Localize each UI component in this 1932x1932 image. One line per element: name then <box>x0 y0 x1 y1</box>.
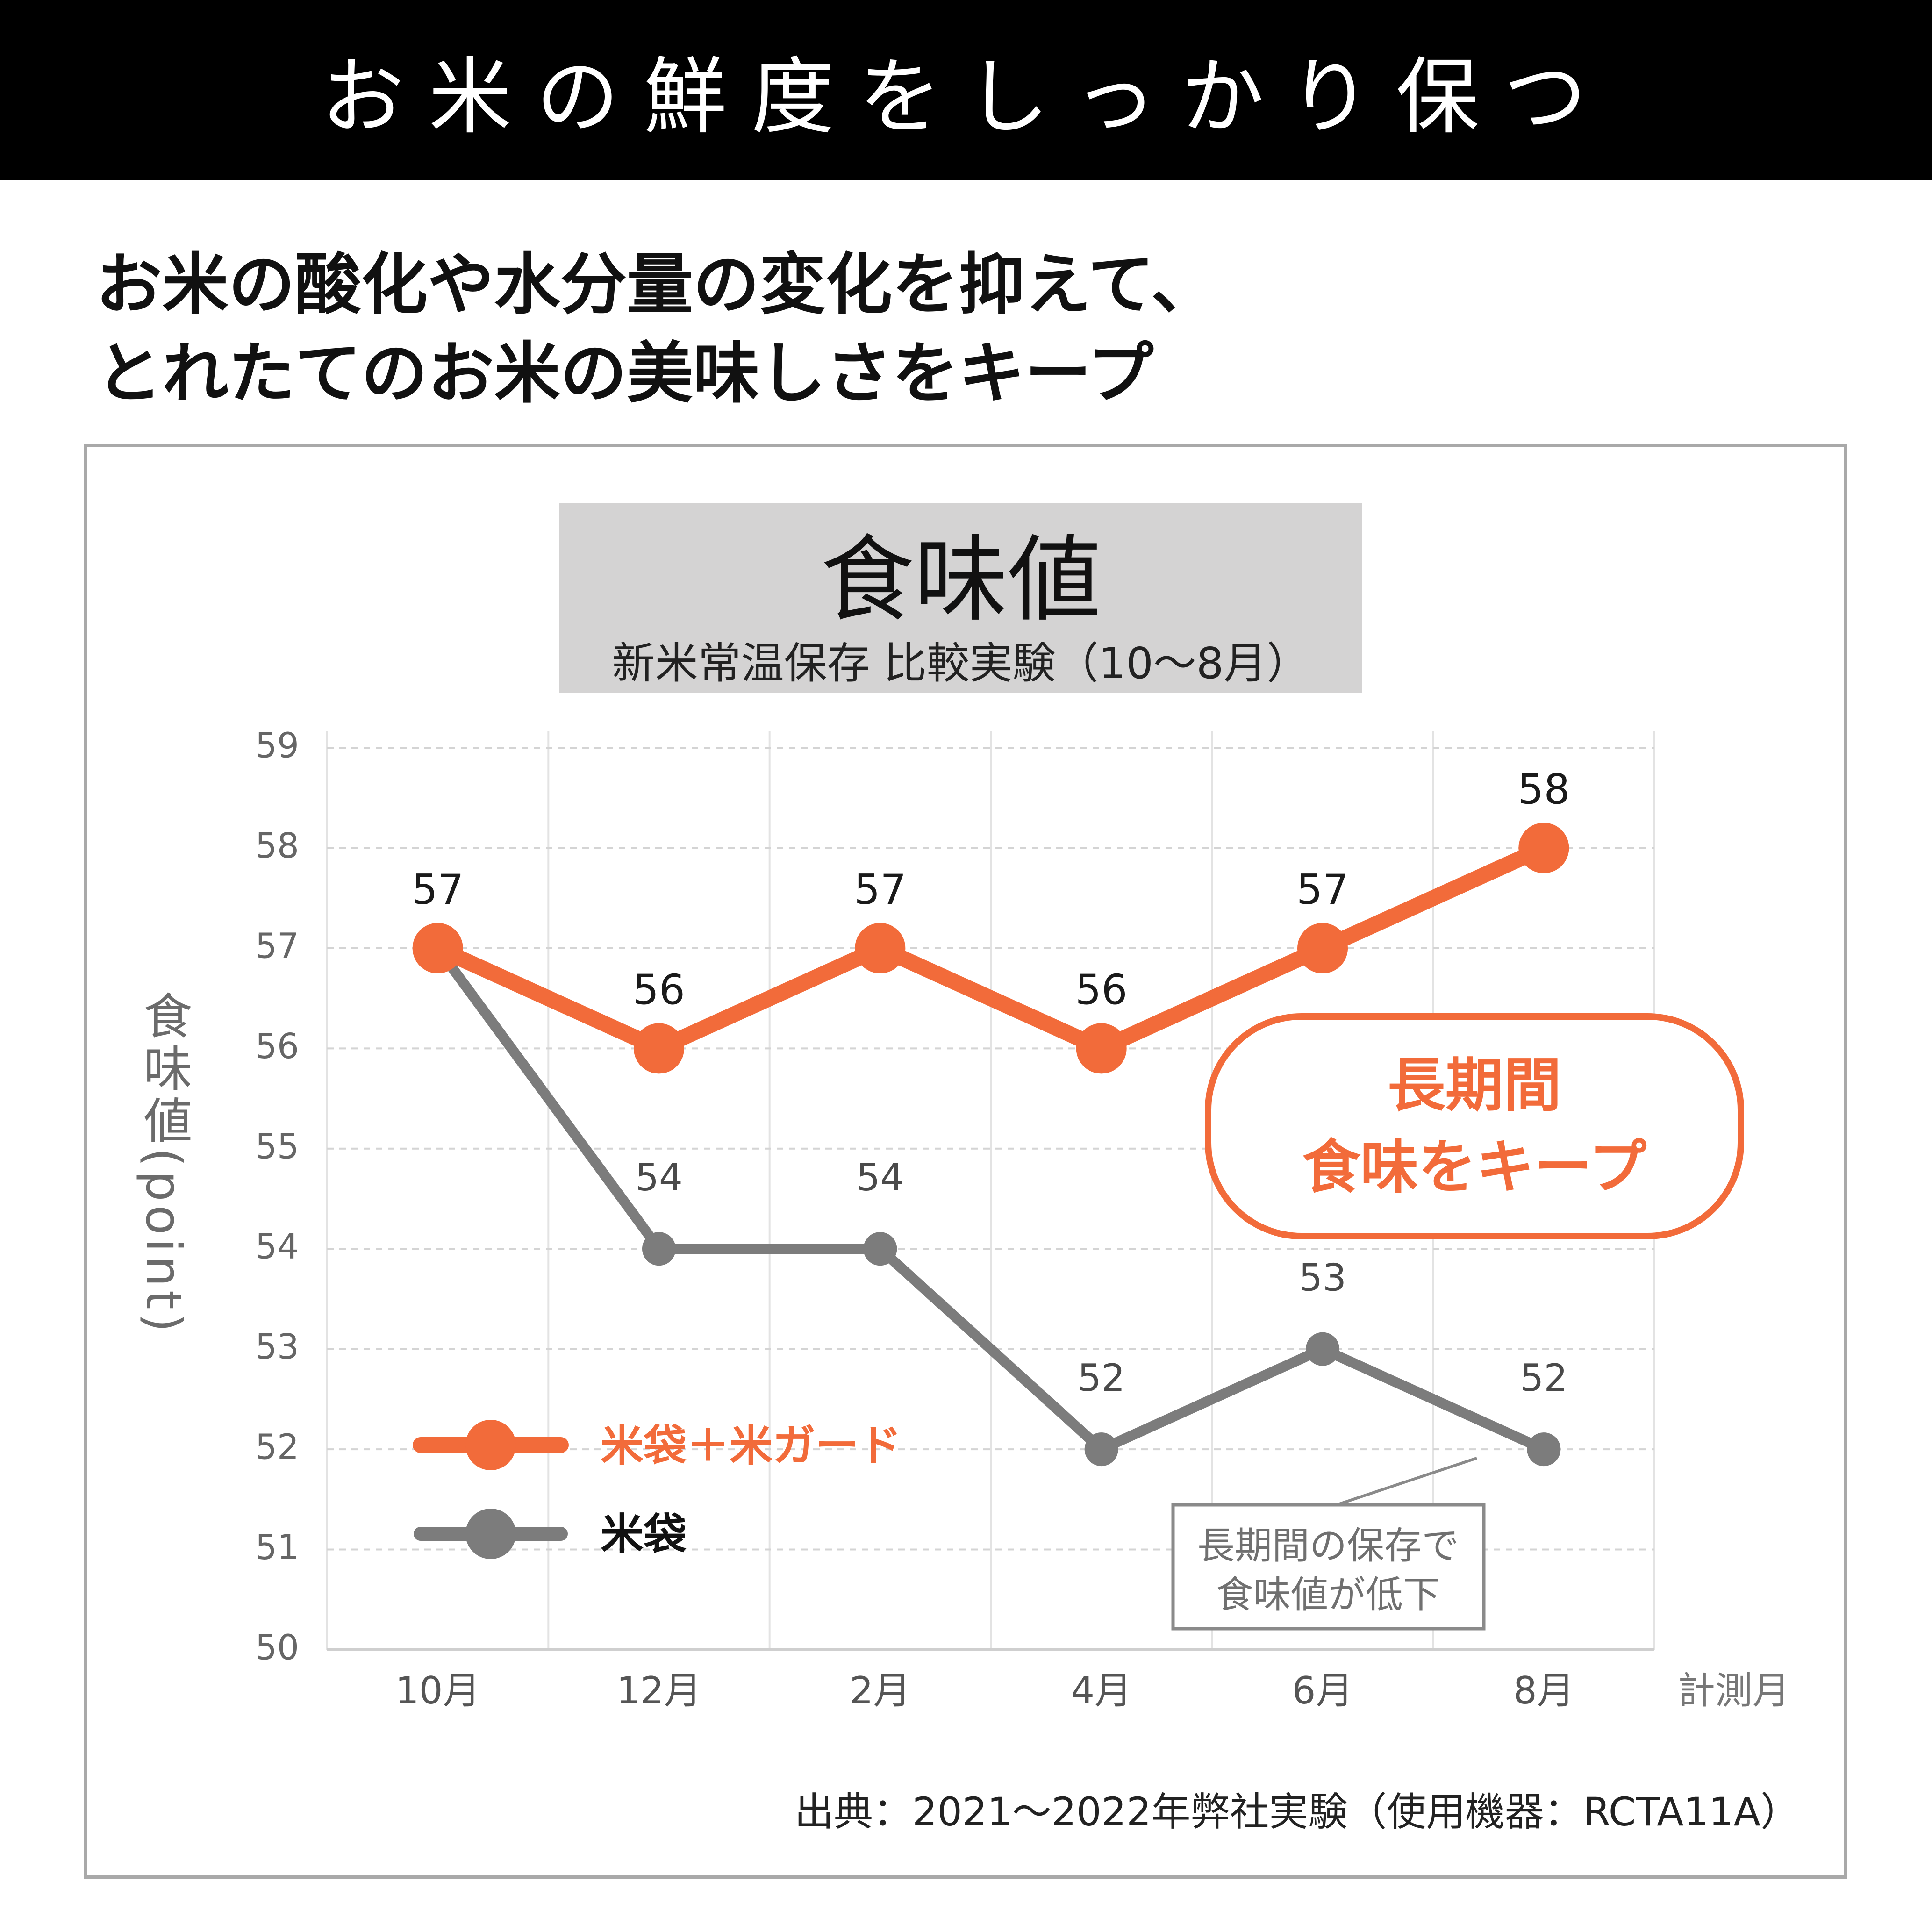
y-axis-label: 食味値(point) <box>135 991 192 1336</box>
y-tick-label: 55 <box>255 1126 299 1166</box>
point-ricebag <box>1084 1432 1118 1467</box>
point-ricebag-guard <box>1518 823 1569 873</box>
x-tick-label: 10月 <box>395 1669 480 1712</box>
chart-title: 食味値 <box>820 526 1101 635</box>
y-tick-label: 53 <box>255 1327 299 1367</box>
data-label-ricebag: 52 <box>1520 1356 1567 1400</box>
annotation-drop-line-2: 食味値が低下 <box>1216 1573 1440 1617</box>
point-ricebag-guard <box>634 1023 684 1074</box>
data-label-ricebag-guard: 56 <box>633 966 685 1014</box>
x-tick-label: 2月 <box>850 1669 911 1712</box>
y-tick-label: 52 <box>255 1427 299 1467</box>
annotation-keep-box <box>1205 1013 1744 1239</box>
y-tick-label: 58 <box>255 826 299 866</box>
data-label-ricebag-guard: 57 <box>1296 866 1349 914</box>
y-tick-label: 54 <box>255 1227 299 1267</box>
data-label-ricebag-guard: 56 <box>1075 966 1128 1014</box>
data-label-ricebag: 54 <box>856 1156 904 1199</box>
data-label-ricebag-guard: 57 <box>412 866 464 914</box>
point-ricebag-guard <box>1076 1023 1127 1074</box>
series-line-ricebag-guard <box>429 840 1552 1057</box>
legend-swatch-dot-ricebag <box>465 1509 516 1559</box>
x-tick-label: 8月 <box>1513 1669 1574 1712</box>
y-tick-label: 57 <box>255 926 299 966</box>
annotation-keep-line-1: 長期間 <box>1388 1052 1561 1119</box>
data-label-ricebag-guard: 58 <box>1517 765 1570 813</box>
chart-title-box: 食味値 新米常温保存 比較実験（10〜8月） <box>559 503 1362 693</box>
y-tick-label: 51 <box>255 1527 299 1567</box>
data-label-ricebag: 53 <box>1299 1256 1346 1300</box>
x-tick-label: 6月 <box>1292 1669 1353 1712</box>
headline-line-1: お米の酸化や水分量の変化を抑えて、 <box>96 246 1217 323</box>
point-ricebag <box>642 1232 676 1266</box>
top-banner: お米の鮮度をしっかり保つ <box>0 0 1932 180</box>
headline-line-2: とれたてのお米の美味しさをキープ <box>96 335 1154 412</box>
x-tick-label: 4月 <box>1071 1669 1132 1712</box>
x-axis-label: 計測月 <box>1678 1669 1790 1712</box>
chart-subtitle: 新米常温保存 比較実験（10〜8月） <box>612 638 1310 688</box>
x-tick-label: 12月 <box>616 1669 701 1712</box>
chart-frame <box>84 444 1847 1879</box>
banner-title: お米の鮮度をしっかり保つ <box>321 49 1611 145</box>
source-note: 出典：2021〜2022年弊社実験（使用機器：RCTA11A） <box>794 1789 1800 1835</box>
point-ricebag <box>1306 1332 1339 1366</box>
point-ricebag-guard <box>1297 923 1348 973</box>
point-ricebag <box>1527 1432 1561 1467</box>
y-tick-label: 56 <box>255 1026 299 1066</box>
annotation-drop-line-1: 長期間の保存で <box>1197 1524 1459 1567</box>
data-label-ricebag: 54 <box>635 1156 683 1199</box>
y-tick-label: 50 <box>255 1628 299 1668</box>
point-ricebag-guard <box>412 923 463 973</box>
point-ricebag-guard <box>855 923 906 973</box>
legend-label-ricebag: 米袋 <box>601 1510 687 1560</box>
point-ricebag <box>863 1232 897 1266</box>
legend-swatch-dot-ricebag-guard <box>465 1420 516 1470</box>
annotation-drop-box <box>1171 1503 1486 1631</box>
series-line-ricebag <box>432 943 1549 1455</box>
data-label-ricebag: 52 <box>1078 1356 1125 1400</box>
annotation-drop-pointer <box>1336 1457 1477 1506</box>
y-tick-label: 59 <box>255 726 299 766</box>
legend-label-ricebag-guard: 米袋＋米ガード <box>601 1421 902 1471</box>
data-label-ricebag-guard: 57 <box>854 866 906 914</box>
annotation-keep-line-2: 食味をキープ <box>1302 1133 1647 1201</box>
headline: お米の酸化や水分量の変化を抑えて、 とれたてのお米の美味しさをキープ <box>96 241 1217 418</box>
